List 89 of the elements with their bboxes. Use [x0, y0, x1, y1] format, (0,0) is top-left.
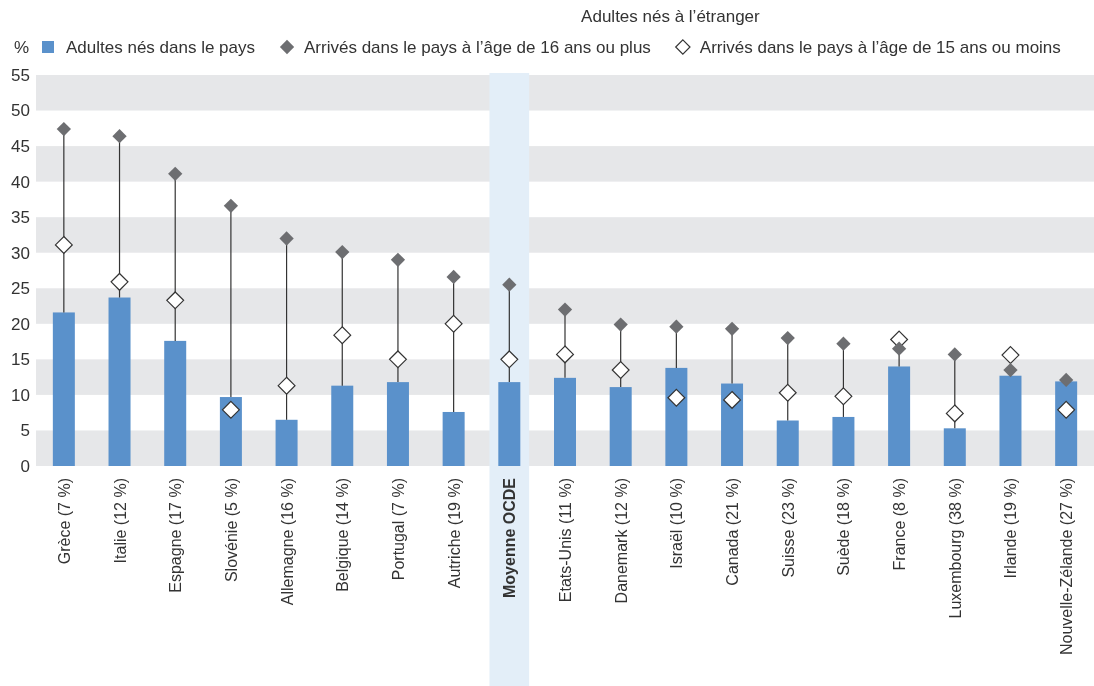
point — [1059, 372, 1074, 388]
point — [444, 314, 463, 333]
bar — [108, 297, 131, 466]
point — [279, 231, 294, 246]
bar — [442, 411, 465, 466]
x-tick-label: Irlande (19 %) — [1002, 478, 1020, 579]
point — [834, 387, 853, 406]
y-tick-label: 40 — [11, 172, 30, 192]
point — [611, 361, 630, 380]
point — [1057, 400, 1076, 419]
y-tick-label: 20 — [11, 314, 30, 334]
bar — [52, 312, 75, 466]
point — [557, 302, 573, 317]
y-tick-label: 25 — [11, 279, 30, 299]
x-tick-label: Luxembourg (38 %) — [946, 478, 964, 619]
y-tick-label: 50 — [11, 101, 30, 121]
point — [669, 319, 684, 334]
legend-title: Adultes nés à l’étranger — [581, 7, 761, 26]
point — [223, 198, 239, 213]
point — [1003, 362, 1018, 378]
point — [112, 129, 127, 144]
point — [56, 121, 71, 137]
point — [502, 277, 517, 292]
bar — [665, 367, 688, 466]
point — [446, 269, 461, 285]
x-tick-label: Belgique (14 %) — [334, 478, 352, 592]
point — [945, 404, 964, 423]
point — [390, 252, 406, 267]
point — [110, 272, 129, 291]
x-tick-label: France (8 %) — [891, 478, 909, 571]
x-tick-label: Moyenne OCDE — [501, 477, 519, 599]
x-tick-label: Portugal (7 %) — [389, 478, 407, 581]
point — [556, 345, 574, 364]
y-tick-label: 30 — [11, 243, 30, 263]
bar — [164, 340, 187, 466]
x-tick-label: Danemark (12 %) — [612, 478, 630, 604]
bar — [776, 420, 799, 466]
point — [780, 330, 795, 346]
x-tick-label: Italie (12 %) — [111, 478, 129, 564]
x-tick-label: Etats-Unis (11 %) — [557, 478, 574, 603]
point — [166, 291, 185, 310]
x-tick-label: Nouvelle-Zélande (27 %) — [1058, 478, 1076, 655]
legend-label: Adultes nés dans le pays — [66, 38, 256, 57]
point — [891, 341, 907, 356]
x-tick-label: Autriche (19 %) — [445, 478, 463, 589]
point — [723, 390, 742, 409]
bar — [498, 382, 521, 466]
legend-label: Arrivés dans le pays à l’âge de 15 ans ou moins — [699, 38, 1061, 57]
y-tick-label: 45 — [11, 137, 30, 157]
point — [277, 376, 296, 395]
y-tick-label: 5 — [20, 421, 30, 441]
x-tick-label: Suisse (23 %) — [779, 478, 797, 578]
x-tick-label: Slovénie (5 %) — [222, 478, 240, 583]
bar — [943, 428, 966, 466]
point — [724, 321, 740, 336]
point — [500, 350, 519, 369]
y-tick-label: 35 — [11, 208, 30, 228]
x-tick-label: Allemagne (16 %) — [278, 478, 296, 606]
bar — [888, 366, 911, 466]
x-tick-label: Espagne (17 %) — [167, 478, 185, 593]
point — [947, 347, 962, 362]
y-tick-label: 55 — [11, 65, 30, 85]
bar — [999, 375, 1022, 466]
point — [221, 400, 240, 419]
y-tick-label: 10 — [11, 385, 30, 405]
bar — [721, 383, 744, 466]
point — [333, 326, 352, 345]
bar — [554, 377, 576, 466]
point — [667, 388, 686, 407]
y-tick-label: 0 — [20, 456, 30, 476]
y-axis-title: % — [14, 38, 30, 57]
bar — [386, 382, 409, 466]
bar — [331, 385, 354, 466]
y-tick-label: 15 — [11, 350, 30, 370]
x-tick-label: Grèce (7 %) — [55, 478, 73, 565]
point — [836, 336, 851, 351]
point — [168, 166, 183, 181]
bar — [609, 387, 632, 466]
point — [613, 317, 628, 332]
legend-label: Arrivés dans le pays à l’âge de 16 ans ou plus — [304, 38, 651, 57]
bar — [275, 419, 298, 466]
x-tick-label: Suède (18 %) — [835, 478, 853, 576]
point — [388, 350, 407, 369]
x-tick-label: Israël (10 %) — [668, 478, 686, 569]
point — [54, 235, 73, 254]
point — [778, 383, 797, 402]
x-tick-label: Canada (21 %) — [724, 478, 742, 586]
point — [335, 244, 350, 260]
bar — [832, 416, 855, 466]
